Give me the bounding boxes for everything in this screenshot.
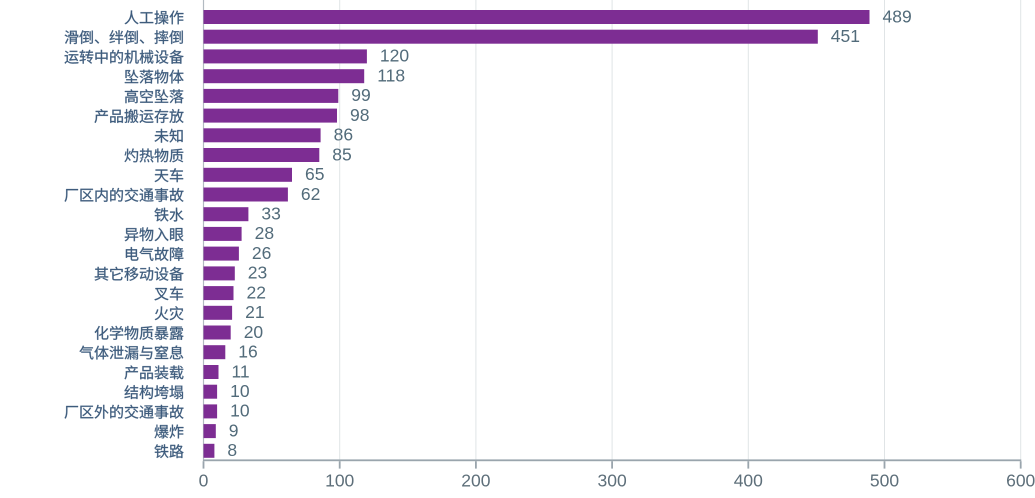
svg-text:100: 100 — [325, 471, 354, 491]
svg-text:10: 10 — [230, 401, 250, 421]
svg-text:489: 489 — [883, 6, 912, 26]
svg-text:200: 200 — [461, 471, 490, 491]
svg-text:0: 0 — [199, 471, 209, 491]
svg-text:26: 26 — [252, 243, 271, 263]
svg-text:22: 22 — [247, 282, 266, 302]
svg-text:8: 8 — [227, 440, 237, 460]
svg-text:65: 65 — [305, 164, 324, 184]
svg-text:98: 98 — [350, 105, 369, 125]
svg-text:28: 28 — [255, 223, 274, 243]
svg-text:16: 16 — [238, 342, 257, 362]
svg-text:118: 118 — [377, 66, 405, 86]
svg-text:600: 600 — [1006, 471, 1035, 491]
svg-text:99: 99 — [351, 85, 370, 105]
svg-text:21: 21 — [245, 302, 264, 322]
svg-text:86: 86 — [334, 125, 353, 145]
svg-text:11: 11 — [232, 361, 250, 381]
svg-text:23: 23 — [248, 263, 267, 283]
svg-text:33: 33 — [261, 204, 280, 224]
svg-text:9: 9 — [229, 420, 239, 440]
svg-text:500: 500 — [870, 471, 899, 491]
svg-text:120: 120 — [380, 46, 409, 66]
svg-text:20: 20 — [244, 322, 264, 342]
svg-text:451: 451 — [831, 26, 860, 46]
svg-text:10: 10 — [230, 381, 250, 401]
svg-text:400: 400 — [734, 471, 763, 491]
svg-text:62: 62 — [301, 184, 320, 204]
svg-text:85: 85 — [332, 144, 351, 164]
svg-text:300: 300 — [597, 471, 626, 491]
